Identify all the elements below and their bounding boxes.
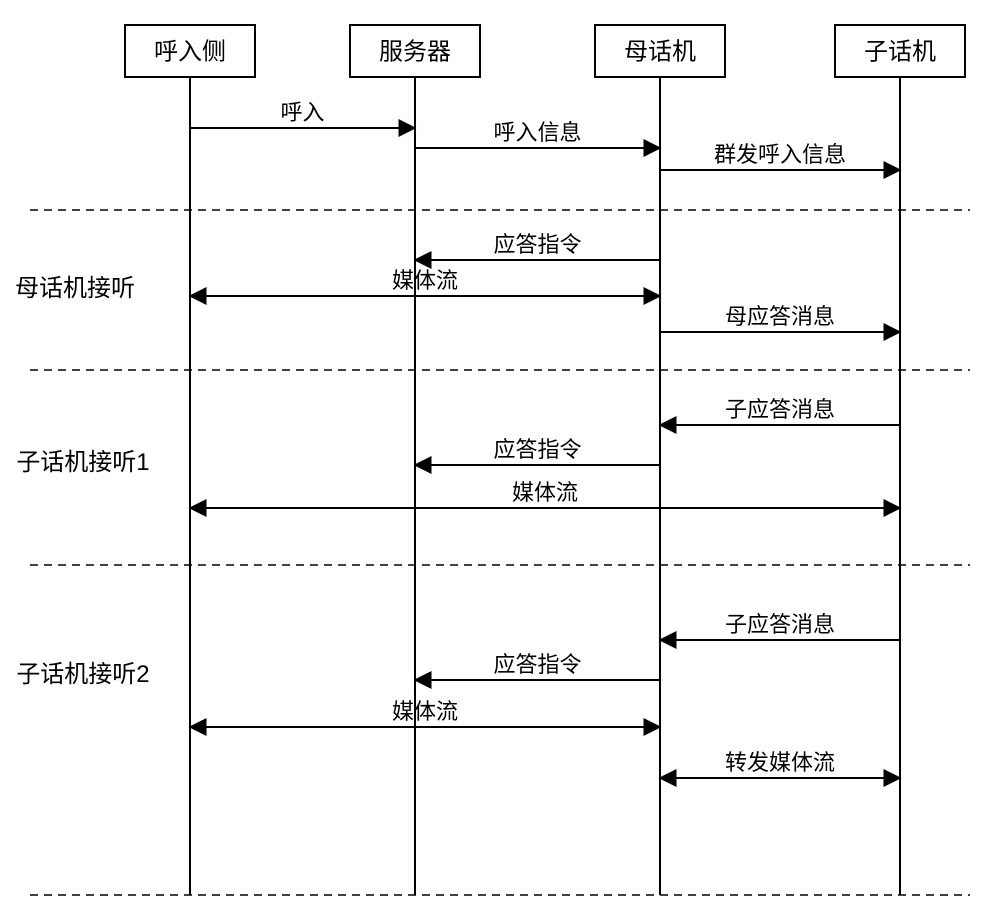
message-label: 媒体流 (512, 480, 578, 505)
message-label: 子应答消息 (725, 612, 835, 637)
sequence-diagram: 呼入侧 服务器 母话机 子话机母话机接听子话机接听1 子话机接听2 呼入呼入信息群发呼入信… (0, 0, 1000, 915)
message-label: 子应答消息 (725, 397, 835, 422)
participant-label: 子话机 (864, 38, 936, 65)
message-label: 母应答消息 (725, 304, 835, 329)
message-label: 应答指令 (493, 652, 581, 677)
section-label: 子话机接听2 (16, 661, 149, 688)
message-label: 群发呼入信息 (714, 142, 846, 167)
message-label: 媒体流 (392, 268, 458, 293)
message-label: 呼入信息 (493, 120, 581, 145)
message-label: 应答指令 (493, 437, 581, 462)
participant-label: 呼入侧 (154, 38, 226, 65)
participant-label: 服务器 (379, 38, 451, 65)
participant-label: 母话机 (624, 38, 696, 65)
message-label: 媒体流 (392, 699, 458, 724)
message-label: 应答指令 (493, 232, 581, 257)
section-label: 母话机接听 (15, 275, 135, 302)
message-label: 呼入 (280, 100, 324, 125)
message-label: 转发媒体流 (725, 750, 835, 775)
section-label: 子话机接听1 (16, 449, 149, 476)
